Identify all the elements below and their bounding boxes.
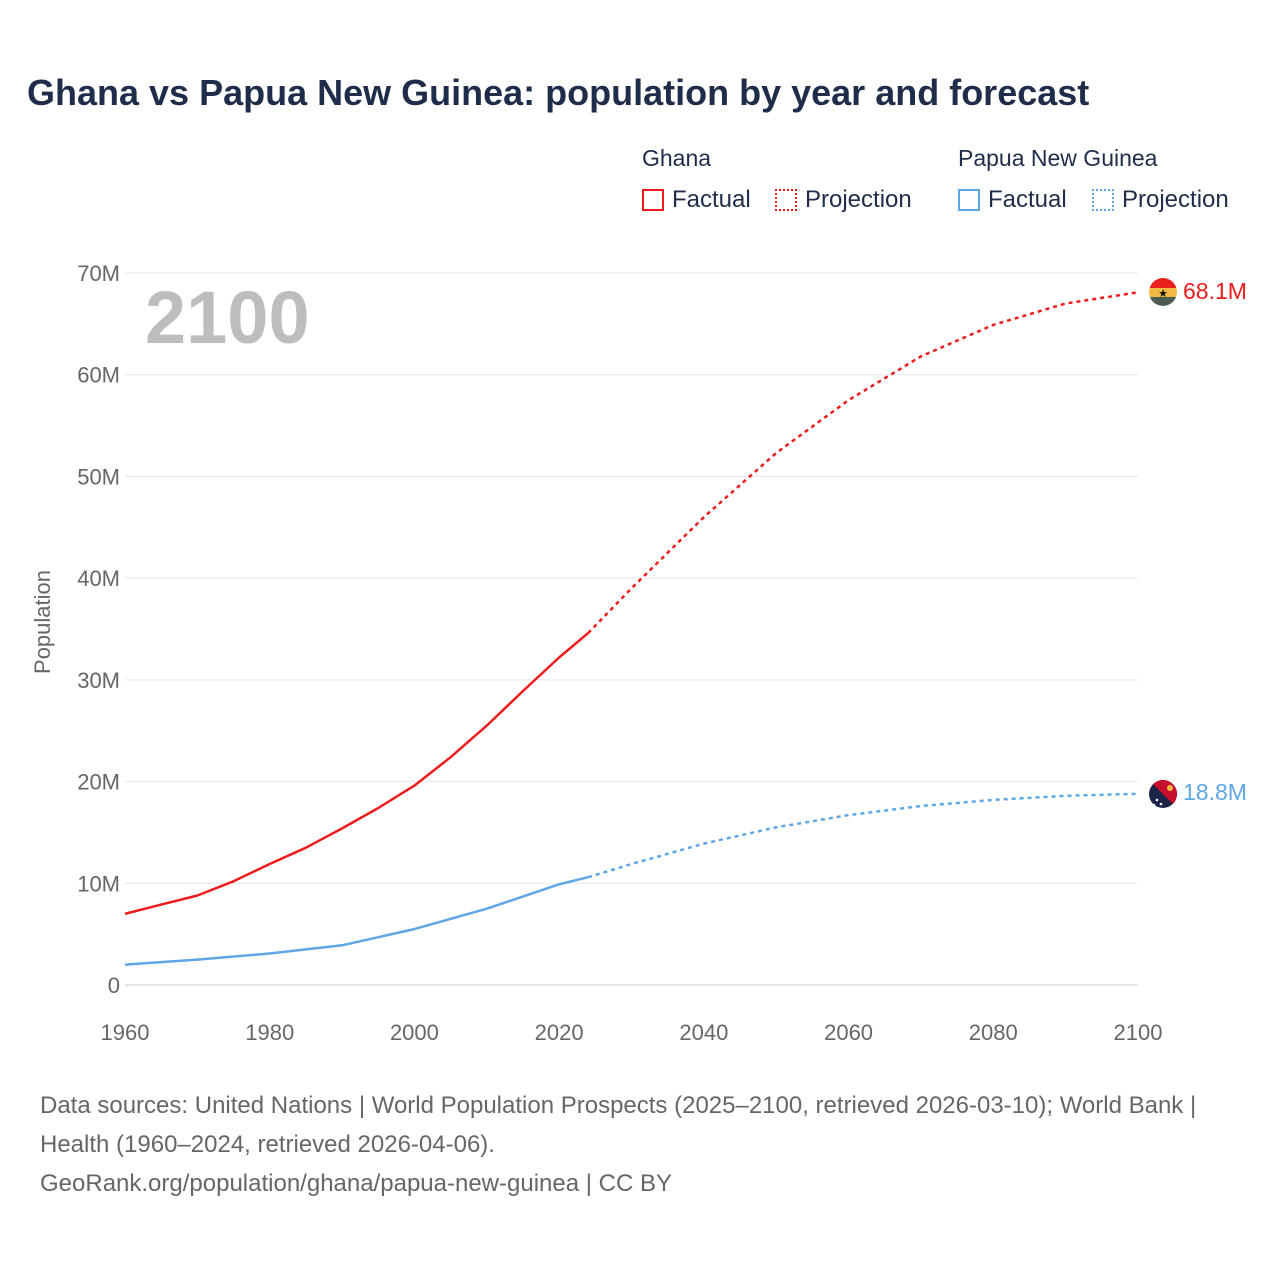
- x-tick-label: 2100: [1114, 1020, 1163, 1045]
- y-tick-label: 30M: [77, 668, 120, 693]
- x-tick-label: 2060: [824, 1020, 873, 1045]
- papua-new-guinea-flag-icon: [1149, 780, 1177, 808]
- x-tick-label: 2080: [969, 1020, 1018, 1045]
- y-axis-label: Population: [30, 570, 55, 674]
- legend-dotted-swatch-icon: [1092, 189, 1114, 211]
- legend-ghana-projection-label: Projection: [805, 186, 912, 213]
- y-tick-label: 60M: [77, 363, 120, 388]
- ghana-end-label: 68.1M: [1183, 278, 1247, 304]
- x-axis-ticks: 1960 1980 2000 2020 2040 2060 2080 2100: [101, 1020, 1163, 1045]
- x-tick-label: 2020: [535, 1020, 584, 1045]
- ghana-factual-line: [124, 632, 589, 916]
- data-sources: Data sources: United Nations | World Pop…: [40, 1092, 1197, 1158]
- x-tick-label: 2040: [679, 1020, 728, 1045]
- legend-png-projection[interactable]: Projection: [1092, 185, 1229, 215]
- legend-png-factual-label: Factual: [988, 186, 1067, 213]
- y-tick-label: 50M: [77, 464, 120, 489]
- ghana-projection-line: [587, 291, 1139, 634]
- png-end-label: 18.8M: [1183, 779, 1247, 805]
- legend-png-factual[interactable]: Factual: [958, 185, 1067, 215]
- series-lines: [124, 291, 1139, 966]
- svg-text:★: ★: [1158, 288, 1168, 300]
- legend-ghana-factual-label: Factual: [672, 186, 751, 213]
- legend-solid-swatch-icon: [642, 189, 664, 211]
- y-tick-label: 40M: [77, 566, 120, 591]
- x-tick-label: 2000: [390, 1020, 439, 1045]
- source-url[interactable]: GeoRank.org/population/ghana/papua-new-g…: [40, 1170, 672, 1197]
- legend-dotted-swatch-icon: [775, 189, 797, 211]
- papua-new-guinea-factual-line: [124, 875, 589, 966]
- legend-ghana-projection[interactable]: Projection: [775, 185, 912, 215]
- y-tick-label: 70M: [77, 261, 120, 286]
- ghana-flag-icon: ★: [1149, 278, 1177, 306]
- footer: Data sources: United Nations | World Pop…: [40, 1086, 1240, 1203]
- y-tick-label: 10M: [77, 871, 120, 896]
- population-chart: 0 10M 20M 30M 40M 50M 60M 70M 1960 1980 2000 2020 2…: [30, 261, 1247, 1045]
- chart-title: Ghana vs Papua New Guinea: population by…: [27, 72, 1090, 113]
- legend-group-png-title: Papua New Guinea: [958, 145, 1158, 171]
- legend-solid-swatch-icon: [958, 189, 980, 211]
- grid-lines: [125, 272, 1138, 986]
- x-tick-label: 1960: [101, 1020, 150, 1045]
- legend-ghana-factual[interactable]: Factual: [642, 185, 751, 215]
- y-tick-label: 0: [108, 973, 120, 998]
- papua-new-guinea-projection-line: [587, 792, 1139, 879]
- legend-png-projection-label: Projection: [1122, 186, 1229, 213]
- y-tick-label: 20M: [77, 770, 120, 795]
- legend-group-ghana-title: Ghana: [642, 145, 712, 171]
- y-axis-ticks: 0 10M 20M 30M 40M 50M 60M 70M: [77, 261, 120, 998]
- year-watermark: 2100: [145, 276, 310, 359]
- x-tick-label: 1980: [245, 1020, 294, 1045]
